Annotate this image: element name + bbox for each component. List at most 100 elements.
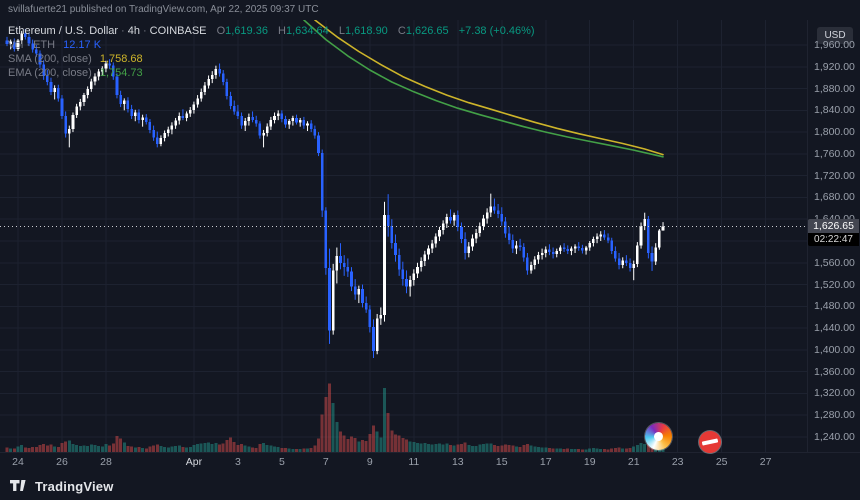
- volume-bar: [646, 441, 650, 452]
- sma-legend-row[interactable]: SMA (200, close) 1,758.68: [8, 52, 535, 66]
- volume-bar: [9, 448, 13, 452]
- volume-bar: [613, 447, 617, 452]
- candle-body: [89, 81, 93, 90]
- candle-body: [265, 126, 269, 134]
- candle-body: [540, 252, 544, 256]
- candle-body: [302, 120, 306, 126]
- candle-body: [97, 71, 100, 77]
- volume-bar: [617, 447, 621, 452]
- candle-body: [548, 249, 551, 252]
- volume-bar: [247, 446, 251, 452]
- candle-body: [628, 262, 632, 269]
- candle-body: [526, 257, 529, 271]
- volume-bar: [390, 430, 394, 452]
- candle-body: [119, 95, 122, 104]
- volume-bar: [551, 448, 555, 452]
- tradingview-logo-text[interactable]: TradingView: [35, 478, 114, 494]
- change-value: +7.38 (+0.46%): [458, 25, 535, 37]
- volume-legend-row[interactable]: Vol · ETH 12.17 K: [8, 38, 535, 52]
- candle-body: [452, 214, 456, 221]
- price-axis-label: 1,760.00: [814, 147, 855, 160]
- symbol-title[interactable]: Ethereum / U.S. Dollar: [8, 25, 119, 37]
- candle-body: [225, 82, 229, 97]
- volume-bar: [258, 443, 262, 452]
- candle-body: [419, 261, 423, 268]
- candle-body: [35, 49, 38, 54]
- chart-canvas[interactable]: [0, 20, 808, 452]
- time-axis-label: 25: [715, 456, 728, 468]
- candle-body: [104, 63, 108, 69]
- candle-body: [346, 267, 350, 272]
- volume-bar: [185, 447, 189, 452]
- candle-body: [412, 273, 416, 281]
- volume-bar: [16, 446, 20, 452]
- price-axis[interactable]: USD 1,626.65 02:22:47 1,960.00 1,920.00 1,…: [807, 20, 860, 452]
- candle-body: [115, 76, 119, 96]
- price-axis-label: 1,240.00: [814, 431, 855, 443]
- time-axis-label: 28: [100, 456, 112, 468]
- candle-body: [639, 225, 643, 246]
- volume-bar: [5, 447, 9, 452]
- volume-bar: [181, 446, 185, 452]
- candle-body: [86, 89, 89, 96]
- candle-body: [71, 115, 75, 129]
- volume-bar: [166, 447, 170, 452]
- volume-bar: [97, 446, 101, 452]
- candle-body: [478, 225, 482, 233]
- ema-legend-row[interactable]: EMA (200, close) 1,754.73: [8, 66, 535, 80]
- time-axis[interactable]: 24 26 28 Apr 3 5 7 9 11 13 15 17 19 21 23 25 27: [0, 453, 808, 472]
- candle-body: [166, 129, 170, 134]
- candle-body: [485, 212, 489, 219]
- candle-body: [658, 230, 661, 248]
- last-price-badge: 1,626.65 02:22:47: [808, 219, 859, 247]
- candle-body: [93, 76, 97, 82]
- candle-body: [434, 236, 438, 244]
- price-axis-label: 1,360.00: [814, 365, 855, 378]
- candle-body: [240, 115, 243, 126]
- candle-body: [251, 116, 254, 121]
- candle-body: [152, 129, 155, 138]
- price-axis-label: 1,960.00: [814, 39, 855, 51]
- time-axis-label: 27: [759, 456, 772, 468]
- candle-body: [511, 239, 515, 249]
- volume-bar: [313, 445, 317, 452]
- low-value: 1,618.90: [344, 25, 388, 37]
- volume-bar: [507, 444, 511, 452]
- volume-bar: [393, 434, 397, 452]
- volume-bar: [174, 446, 178, 452]
- candle-body: [82, 95, 86, 103]
- volume-bar: [137, 447, 141, 452]
- candle-body: [368, 309, 372, 328]
- candle-body: [401, 269, 405, 280]
- volume-bar: [621, 448, 625, 452]
- candle-body: [49, 82, 53, 92]
- candle-body: [68, 128, 71, 134]
- candle-body: [361, 288, 364, 304]
- candle-body: [57, 88, 60, 99]
- candle-body: [588, 243, 592, 248]
- candle-body: [196, 98, 199, 105]
- volume-bar: [580, 449, 584, 452]
- volume-bar: [295, 449, 299, 452]
- volume-value: 12.17 K: [63, 39, 102, 51]
- volume-bar: [456, 444, 460, 452]
- candle-body: [595, 236, 599, 239]
- tradingview-logo-icon[interactable]: [10, 479, 28, 493]
- currency-toggle-button[interactable]: USD: [817, 27, 853, 44]
- symbol-legend-row[interactable]: Ethereum / U.S. Dollar · 4h · COINBASE O1,61…: [8, 24, 535, 38]
- volume-bar: [148, 446, 152, 452]
- volume-bar: [577, 448, 581, 452]
- volume-bar: [170, 446, 174, 452]
- volume-bar: [478, 444, 482, 452]
- candle-body: [559, 247, 562, 251]
- candle-body: [610, 240, 614, 251]
- volume-bar: [53, 446, 57, 452]
- candle-body: [471, 238, 474, 247]
- volume-bar: [372, 425, 375, 452]
- candle-body: [599, 234, 603, 237]
- candle-body: [155, 137, 159, 145]
- price-axis-label: 1,680.00: [814, 191, 855, 204]
- price-axis-label: 1,560.00: [814, 256, 855, 269]
- sma-200-line: [314, 20, 664, 156]
- volume-bar: [412, 442, 416, 452]
